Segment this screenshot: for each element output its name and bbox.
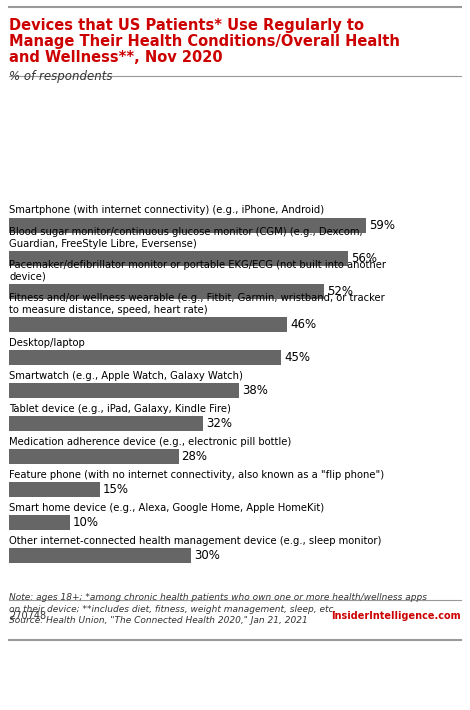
Bar <box>9 317 287 332</box>
Bar <box>9 218 366 233</box>
Text: 270748: 270748 <box>9 611 47 621</box>
Text: 15%: 15% <box>103 484 129 496</box>
Text: Smart home device (e.g., Alexa, Google Home, Apple HomeKit): Smart home device (e.g., Alexa, Google H… <box>9 503 324 513</box>
Text: Tablet device (e.g., iPad, Galaxy, Kindle Fire): Tablet device (e.g., iPad, Galaxy, Kindl… <box>9 404 231 414</box>
Text: Other internet-connected health management device (e.g., sleep monitor): Other internet-connected health manageme… <box>9 536 382 546</box>
Bar <box>9 515 70 530</box>
Text: Feature phone (with no internet connectivity, also known as a "flip phone"): Feature phone (with no internet connecti… <box>9 470 384 480</box>
Bar <box>9 251 348 266</box>
Text: and Wellness**, Nov 2020: and Wellness**, Nov 2020 <box>9 50 223 65</box>
Text: Desktop/laptop: Desktop/laptop <box>9 338 85 348</box>
Text: % of respondents: % of respondents <box>9 70 113 82</box>
Text: 45%: 45% <box>284 351 310 364</box>
Text: 52%: 52% <box>327 285 352 297</box>
Text: Note: ages 18+; *among chronic health patients who own one or more health/wellne: Note: ages 18+; *among chronic health pa… <box>9 593 427 626</box>
Text: 28%: 28% <box>181 450 208 463</box>
Bar <box>9 350 282 365</box>
Text: Manage Their Health Conditions/Overall Health: Manage Their Health Conditions/Overall H… <box>9 34 400 49</box>
Text: Pacemaker/defibrillator monitor or portable EKG/ECG (not built into another
devi: Pacemaker/defibrillator monitor or porta… <box>9 260 386 282</box>
Text: InsiderIntelligence.com: InsiderIntelligence.com <box>331 611 461 621</box>
Text: Medication adherence device (e.g., electronic pill bottle): Medication adherence device (e.g., elect… <box>9 437 292 447</box>
Text: 30%: 30% <box>194 550 219 562</box>
Text: 32%: 32% <box>206 417 232 430</box>
Text: 46%: 46% <box>290 318 316 331</box>
Text: Smartwatch (e.g., Apple Watch, Galaxy Watch): Smartwatch (e.g., Apple Watch, Galaxy Wa… <box>9 371 243 381</box>
Text: Smartphone (with internet connectivity) (e.g., iPhone, Android): Smartphone (with internet connectivity) … <box>9 205 324 216</box>
Text: 38%: 38% <box>242 384 268 397</box>
Text: Blood sugar monitor/continuous glucose monitor (CGM) (e.g., Dexcom,
Guardian, Fr: Blood sugar monitor/continuous glucose m… <box>9 227 363 248</box>
Bar <box>9 383 239 398</box>
Bar <box>9 416 203 431</box>
Bar <box>9 482 100 497</box>
Text: Fitness and/or wellness wearable (e.g., Fitbit, Garmin, wristband, or tracker
to: Fitness and/or wellness wearable (e.g., … <box>9 293 385 315</box>
Bar <box>9 449 179 464</box>
Bar <box>9 284 324 299</box>
Text: Devices that US Patients* Use Regularly to: Devices that US Patients* Use Regularly … <box>9 18 364 33</box>
Text: 59%: 59% <box>369 219 395 231</box>
Bar <box>9 548 191 563</box>
Text: 56%: 56% <box>351 252 377 265</box>
Text: 10%: 10% <box>73 516 99 529</box>
